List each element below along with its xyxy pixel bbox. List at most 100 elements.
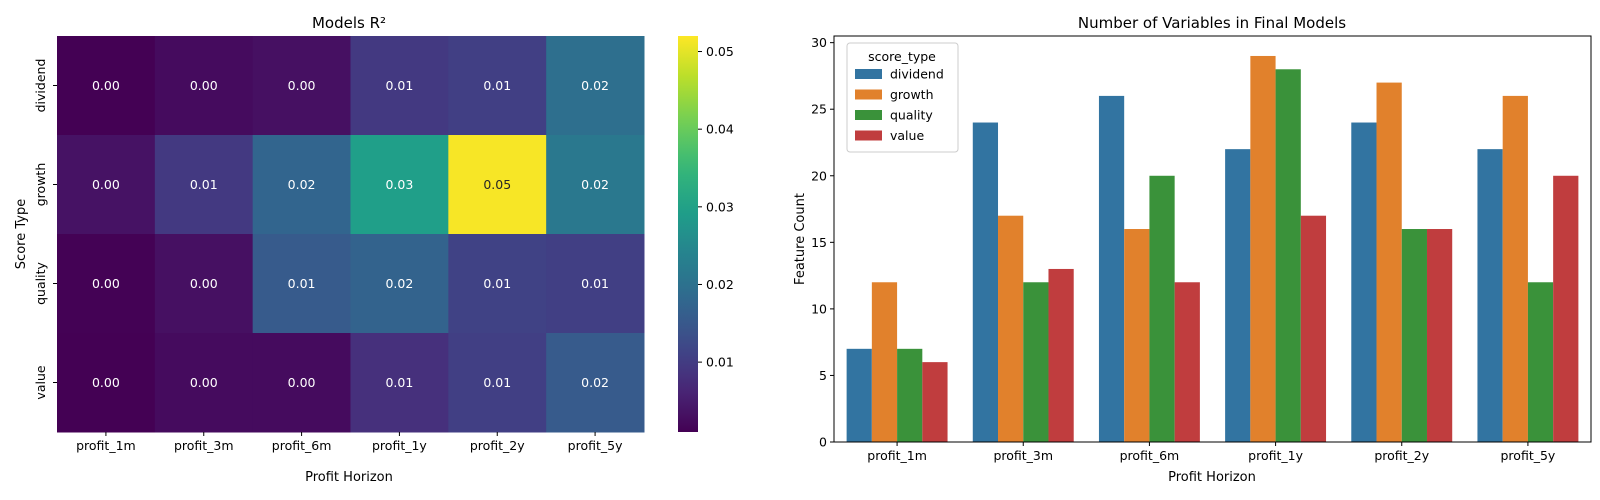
legend-label-growth: growth [890,87,934,102]
heatmap-panel: Models R² 0.00 0.00 0.00 0.01 0.01 0.02 0.00 0.… [14,14,734,485]
bar-growth [998,215,1024,442]
heatmap-cell [448,36,547,136]
bar-quality [1149,175,1175,442]
bar-dividend [846,348,872,442]
bar-y-tick-label: 10 [811,301,827,316]
heatmap-x-ticks: profit_1m profit_3m profit_6m profit_1y prof… [76,432,623,453]
bar-y-tick-label: 15 [811,235,827,250]
bar-value [922,362,948,442]
bar-dividend [1225,149,1251,443]
heatmap-cell [252,135,351,235]
heatmap-cell-label: 0.00 [92,177,120,192]
heatmap-y-axis-label: Score Type [14,199,29,269]
heatmap-cell-label: 0.01 [483,375,511,390]
bar-growth [1250,55,1276,442]
heatmap-x-tick-label: profit_5y [568,438,623,453]
heatmap-cell [350,135,449,235]
heatmap-cell-label: 0.02 [581,177,609,192]
colorbar-bar [678,36,698,432]
bar-growth [871,282,898,442]
heatmap-cell-label: 0.05 [483,177,511,192]
heatmap-cell-label: 0.02 [385,276,413,291]
bar-chart-legend: score_type dividend growth quality value [846,42,959,153]
bar-chart-y-axis-label: Feature Count [793,193,808,285]
heatmap-cell [350,234,449,334]
heatmap-cell-label: 0.00 [288,375,316,390]
heatmap-cell [448,135,547,235]
bar-x-tick-label: profit_5y [1501,448,1556,463]
heatmap-cell [448,234,547,334]
legend-label-quality: quality [890,108,933,123]
heatmap-y-tick-label: quality [33,262,48,305]
heatmap-cell-label: 0.02 [288,177,316,192]
bar-value [1048,268,1074,442]
bar-quality [1023,282,1049,442]
heatmap-x-tick-label: profit_2y [470,438,525,453]
heatmap-cell-label: 0.00 [288,78,316,93]
bar-x-tick-label: profit_1m [867,448,927,463]
bar-dividend [1351,122,1377,442]
bar-chart-x-ticks: profit_1m profit_3m profit_6m profit_1y prof… [867,442,1556,463]
heatmap-cell-label: 0.00 [190,78,218,93]
bar-value [1553,175,1579,442]
legend-swatch-dividend [855,69,882,79]
bar-dividend [1477,149,1503,443]
heatmap-cell-label: 0.00 [92,78,120,93]
heatmap-cells: 0.00 0.00 0.00 0.01 0.01 0.02 0.00 0.01 0.02 0.03… [57,36,645,433]
heatmap-cell-label: 0.00 [92,375,120,390]
heatmap-cell-label: 0.00 [190,276,218,291]
heatmap-cell-label: 0.02 [581,375,609,390]
legend-title: score_type [868,49,936,64]
bar-x-tick-label: profit_1y [1248,448,1303,463]
heatmap-cell-label: 0.01 [581,276,609,291]
heatmap-cell [546,36,645,136]
heatmap-x-tick-label: profit_3m [174,438,234,453]
bar-y-tick-label: 20 [811,168,827,183]
bar-quality [1275,69,1301,442]
heatmap-cell-label: 0.00 [92,276,120,291]
colorbar-tick-label: 0.05 [706,44,734,59]
bar-value [1300,215,1327,442]
heatmap-title: Models R² [312,14,386,32]
bar-chart-title: Number of Variables in Final Models [1078,14,1346,32]
bar-chart-panel: Number of Variables in Final Models 0 5 10… [793,14,1592,485]
heatmap-cell [57,234,156,334]
bar-x-tick-label: profit_3m [993,448,1053,463]
heatmap-cell [57,36,156,136]
heatmap-cell [252,333,351,433]
heatmap-cell [154,135,254,235]
colorbar-tick-label: 0.01 [706,355,734,370]
bar-x-tick-label: profit_6m [1120,448,1180,463]
bar-y-tick-label: 5 [819,368,827,383]
heatmap-x-axis-label: Profit Horizon [305,470,393,485]
heatmap-x-tick-label: profit_6m [272,438,332,453]
legend-swatch-value [855,130,882,141]
heatmap-cell [252,234,351,334]
heatmap-colorbar: 0.01 0.02 0.03 0.04 0.05 [678,36,734,432]
bar-value [1174,282,1200,442]
bar-chart-frame [833,35,1592,443]
heatmap-cell [546,135,645,235]
heatmap-cell [350,36,449,136]
heatmap-cell [546,333,645,433]
bar-quality [897,348,923,442]
heatmap-cell [57,135,156,235]
bar-y-tick-label: 0 [819,435,827,450]
bar-quality [1401,229,1427,442]
heatmap-cell [57,333,156,433]
heatmap-cell-label: 0.00 [190,375,218,390]
heatmap-cell-label: 0.01 [483,78,511,93]
heatmap-y-tick-label: value [33,365,48,399]
colorbar-tick-label: 0.02 [706,277,734,292]
heatmap-x-tick-label: profit_1y [372,438,427,453]
heatmap-cell [154,36,254,136]
bar-y-tick-label: 25 [811,102,827,117]
heatmap-y-tick-label: growth [33,163,48,207]
heatmap-cell [448,333,547,433]
colorbar-tick-label: 0.04 [706,122,734,137]
bar-dividend [972,122,999,442]
bar-y-tick-label: 30 [811,35,827,50]
bar-dividend [1098,95,1125,442]
bar-x-tick-label: profit_2y [1374,448,1429,463]
